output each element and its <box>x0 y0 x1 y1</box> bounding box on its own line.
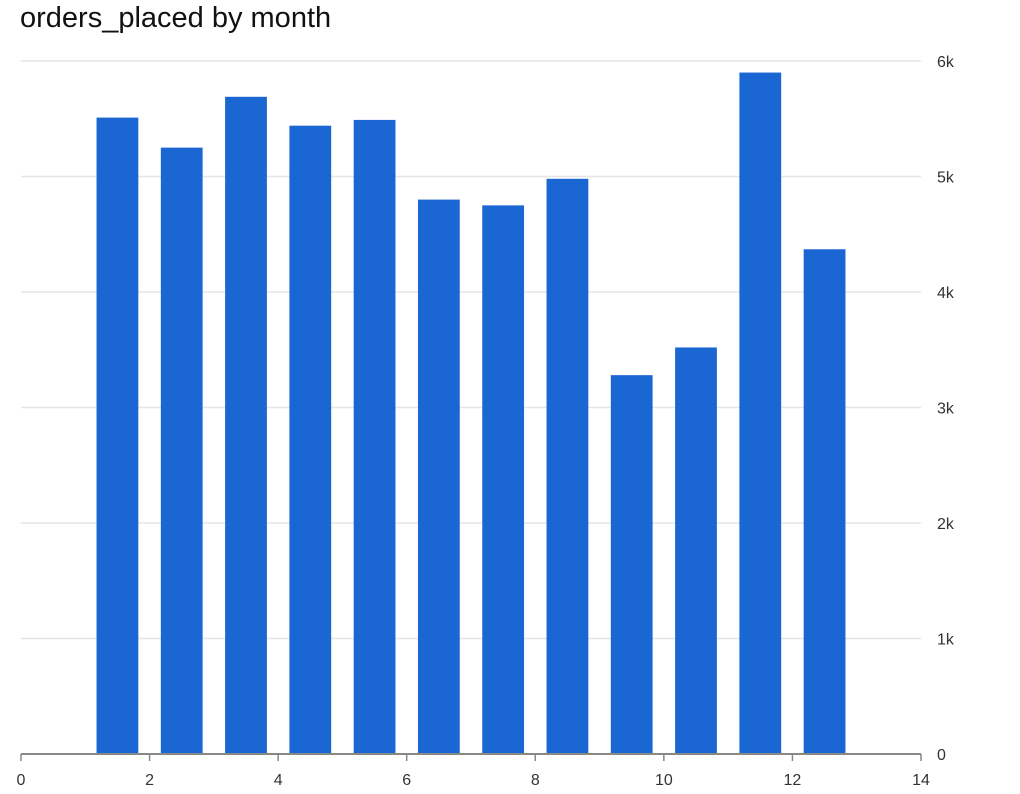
bar <box>739 72 782 755</box>
x-tick-label: 8 <box>531 772 540 789</box>
y-tick-label: 3k <box>937 401 955 418</box>
x-tick-label: 4 <box>274 772 283 789</box>
bar <box>417 199 460 755</box>
x-tick-label: 12 <box>784 772 802 789</box>
x-tick-label: 14 <box>912 772 930 789</box>
y-tick-label: 5k <box>937 170 955 187</box>
x-tick-label: 0 <box>17 772 26 789</box>
y-tick-label: 6k <box>937 54 955 71</box>
bar <box>610 375 653 754</box>
y-tick-label: 4k <box>937 285 955 302</box>
bar <box>546 178 589 754</box>
y-tick-label: 0 <box>937 747 946 764</box>
x-axis-ticks: 0 2 4 6 8 10 12 14 <box>17 754 930 789</box>
x-tick-label: 6 <box>402 772 411 789</box>
bar <box>289 125 332 755</box>
y-tick-label: 1k <box>937 632 955 649</box>
bar <box>225 96 267 755</box>
x-tick-label: 2 <box>145 772 154 789</box>
grid-lines <box>21 60 921 640</box>
chart-title: orders_placed by month <box>20 2 332 34</box>
bar <box>353 119 396 754</box>
bar <box>675 347 717 754</box>
y-axis-ticks: 0 1k 2k 3k 4k 5k 6k <box>937 54 955 764</box>
bars <box>96 72 846 755</box>
bar <box>160 147 203 754</box>
bar <box>803 249 846 754</box>
y-tick-label: 2k <box>937 516 955 533</box>
bar <box>482 205 525 754</box>
bar <box>96 117 139 755</box>
x-tick-label: 10 <box>655 772 673 789</box>
